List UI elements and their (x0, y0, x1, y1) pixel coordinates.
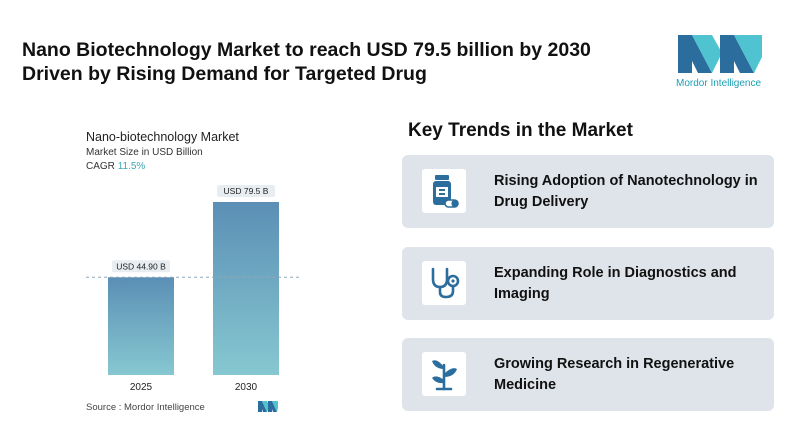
mordor-mini-logo (258, 401, 278, 412)
trend-card-regenerative: Growing Research in Regenerative Medicin… (402, 338, 774, 411)
cagr-value: 11.5% (117, 161, 146, 172)
trend-text-drug-delivery: Rising Adoption of Nanotechnology in Dru… (494, 172, 758, 210)
data-label-box (217, 185, 275, 197)
chart-cagr: CAGR 11.5% (86, 161, 145, 172)
cagr-label: CAGR (86, 161, 115, 172)
headline-line-1: Nano Biotechnology Market to reach USD 7… (22, 39, 591, 61)
logo-mark-icon (678, 35, 762, 73)
bar-2030 (213, 202, 279, 375)
trend-text-diagnostics: Expanding Role in Diagnostics and Imagin… (494, 264, 737, 302)
logo-text: Mordor Intelligence (676, 78, 762, 89)
trend-icon-box (422, 261, 466, 305)
x-tick-2030: 2030 (235, 382, 258, 393)
bar-2025 (108, 277, 174, 375)
headline-line-2: Driven by Rising Demand for Targeted Dru… (22, 63, 427, 85)
chart-subtitle: Market Size in USD Billion (86, 147, 203, 158)
data-label-2025: USD 44.90 B (116, 261, 166, 271)
trend-card-diagnostics: Expanding Role in Diagnostics and Imagin… (402, 247, 774, 320)
data-label-box (112, 260, 170, 273)
medicine-bottle-icon (433, 175, 459, 208)
x-tick-2025: 2025 (130, 382, 153, 393)
trend-icon-box (422, 169, 466, 213)
trend-text-regenerative: Growing Research in Regenerative Medicin… (494, 355, 735, 393)
data-label-2030: USD 79.5 B (224, 186, 269, 196)
trend-card-drug-delivery: Rising Adoption of Nanotechnology in Dru… (402, 155, 774, 228)
stethoscope-icon (431, 267, 460, 299)
trend-icon-box (422, 352, 466, 396)
plant-sprout-icon (432, 360, 457, 391)
headline: Nano Biotechnology Market to reach USD 7… (22, 38, 642, 86)
source-text: Source : Mordor Intelligence (86, 402, 205, 413)
chart-title: Nano-biotechnology Market (86, 130, 239, 144)
key-trends-title: Key Trends in the Market (408, 120, 633, 141)
mordor-intelligence-logo: Mordor Intelligence (676, 33, 766, 93)
